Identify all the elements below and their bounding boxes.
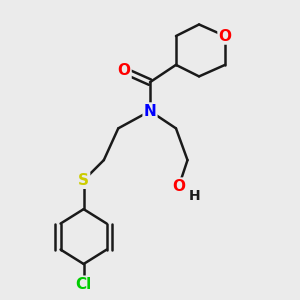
Text: O: O — [118, 63, 130, 78]
Text: O: O — [218, 28, 232, 44]
Text: H: H — [189, 189, 200, 203]
Text: Cl: Cl — [76, 277, 92, 292]
Text: S: S — [78, 173, 89, 188]
Text: O: O — [172, 178, 185, 194]
Text: N: N — [144, 103, 156, 118]
